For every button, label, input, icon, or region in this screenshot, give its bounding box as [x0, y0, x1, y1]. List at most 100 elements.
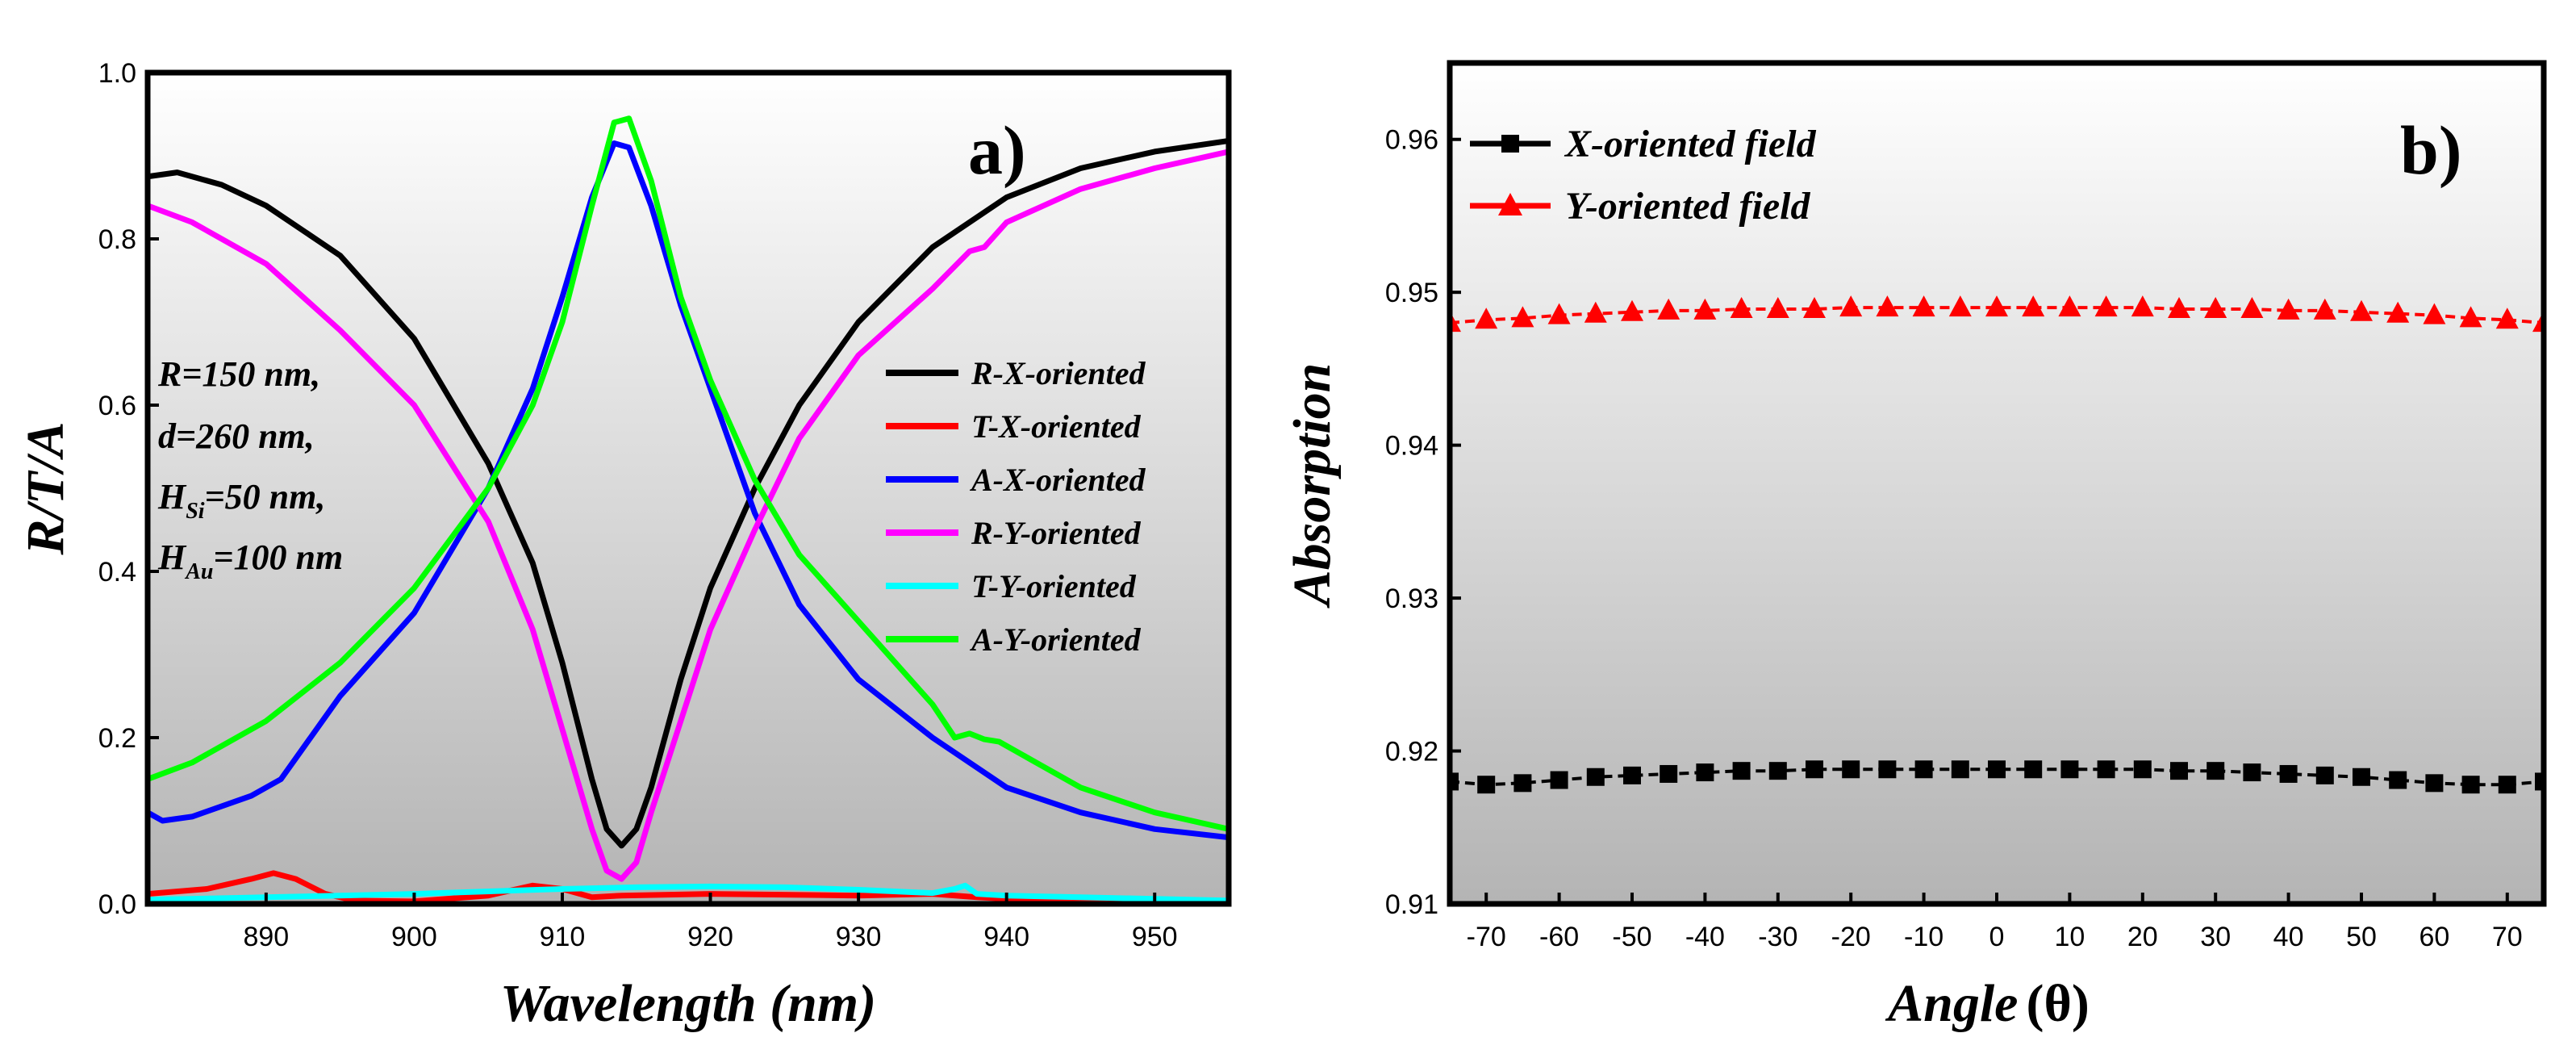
marker-y-oriented-field [2350, 299, 2373, 321]
x-tick-label: 60 [2419, 922, 2449, 952]
marker-y-oriented-field [2168, 297, 2190, 319]
legend-label-t-x-oriented: T-X-oriented [971, 408, 1142, 445]
marker-x-oriented-field [1914, 760, 1933, 779]
marker-x-oriented-field [2353, 767, 2370, 786]
marker-y-oriented-field [1876, 295, 1899, 317]
marker-x-oriented-field [1586, 767, 1605, 786]
y-tick-label: 0.2 [98, 723, 136, 754]
y-tick-label: 0.91 [1385, 889, 1438, 920]
marker-y-oriented-field [1584, 301, 1607, 323]
plot-area-a [148, 73, 1229, 904]
x-tick-label: -50 [1612, 922, 1651, 952]
marker-y-oriented-field [1839, 295, 1863, 317]
marker-x-oriented-field [1732, 762, 1751, 780]
marker-y-oriented-field [1985, 295, 2008, 317]
legend-b: X-oriented field Y-oriented field [1470, 123, 1817, 228]
marker-y-oriented-field [1803, 297, 1826, 319]
marker-x-oriented-field [2170, 762, 2188, 780]
marker-y-oriented-field [1693, 298, 1717, 320]
marker-x-oriented-field [2389, 771, 2407, 789]
marker-y-oriented-field [2495, 307, 2519, 329]
marker-x-oriented-field [1623, 766, 1641, 784]
x-tick-label: 950 [1132, 922, 1178, 952]
param-radius: R=150 nm, [157, 354, 320, 394]
legend-a: R-X-oriented T-X-oriented A-X-oriented R-Y-… [886, 355, 1146, 658]
marker-y-oriented-field [2058, 295, 2081, 317]
x-axis-label-b: Angle (θ) [1885, 974, 2090, 1033]
legend-label-a-y-oriented: A-Y-oriented [969, 621, 1142, 658]
marker-x-oriented-field [2097, 760, 2115, 779]
x-tick-label: 50 [2346, 922, 2377, 952]
x-tick-label: 910 [540, 922, 586, 952]
y-axis-label-b: Absorption [1283, 363, 1342, 609]
marker-x-oriented-field [1513, 774, 1532, 793]
marker-x-oriented-field [1450, 772, 1459, 791]
x-tick-label: 930 [836, 922, 882, 952]
legend-label-r-x-oriented: R-X-oriented [971, 355, 1146, 391]
marker-x-oriented-field [2133, 760, 2152, 779]
x-tick-label: -40 [1685, 922, 1725, 952]
marker-x-oriented-field [1806, 760, 1823, 779]
marker-y-oriented-field [2131, 295, 2154, 317]
y-tick-label: 0.95 [1385, 278, 1438, 308]
marker-y-oriented-field [1912, 295, 1935, 317]
marker-y-oriented-field [2423, 303, 2446, 324]
y-tick-label: 0.6 [98, 391, 136, 421]
series-line-r-y-oriented [148, 148, 1229, 882]
y-tick-label: 0.8 [98, 224, 136, 255]
marker-x-oriented-field [1696, 763, 1714, 782]
marker-x-oriented-field [2425, 774, 2444, 793]
y-tick-label: 0.92 [1385, 737, 1438, 767]
legend-label-r-y-oriented: R-Y-oriented [971, 515, 1142, 551]
series-line-t-y-oriented [148, 882, 1229, 904]
param-hsi: HSi=50 nm, [157, 477, 325, 524]
x-tick-label: 920 [687, 922, 733, 952]
marker-y-oriented-field [1657, 298, 1680, 320]
panel-label-a: a) [968, 111, 1026, 189]
y-tick-label: 0.96 [1385, 125, 1438, 156]
marker-x-oriented-field [1842, 760, 1860, 779]
marker-x-oriented-field [2535, 772, 2544, 791]
plot-frame-a [144, 69, 1232, 907]
marker-x-oriented-field [2060, 760, 2079, 779]
marker-x-oriented-field [1477, 776, 1496, 794]
x-tick-label: 70 [2492, 922, 2523, 952]
x-tick-label: -60 [1539, 922, 1579, 952]
marker-y-oriented-field [2240, 297, 2264, 319]
panel-b: -70 -60 -50 -40 -30 -20 -10 0 10 20 30 40 50 60 70 0.9… [1283, 60, 2547, 1033]
legend-label-x-oriented-field: X-oriented field [1564, 123, 1817, 165]
marker-y-oriented-field [1948, 295, 1972, 317]
legend-label-y-oriented-field: Y-oriented field [1565, 185, 1811, 228]
y-axis-label-a: R/T/A [16, 421, 75, 555]
marker-y-oriented-field [1547, 303, 1571, 324]
x-tick-label: -70 [1467, 922, 1506, 952]
marker-y-oriented-field [2094, 295, 2118, 317]
marker-x-oriented-field [1878, 760, 1897, 779]
marker-x-oriented-field [1550, 771, 1568, 789]
marker-x-oriented-field [2024, 760, 2043, 779]
x-tick-label: 10 [2054, 922, 2085, 952]
x-axis-label-a: Wavelength (nm) [500, 974, 876, 1033]
x-tick-label: 30 [2200, 922, 2231, 952]
marker-y-oriented-field [2313, 298, 2336, 320]
x-tick-label: 20 [2127, 922, 2158, 952]
y-tick-label: 0.0 [98, 889, 136, 920]
x-tick-label: -30 [1758, 922, 1797, 952]
marker-y-oriented-field [2386, 301, 2410, 323]
legend-marker-y-oriented-field [1498, 193, 1522, 215]
x-tick-label: 40 [2273, 922, 2304, 952]
legend-label-a-x-oriented: A-X-oriented [969, 462, 1146, 498]
marker-x-oriented-field [2461, 776, 2480, 794]
x-tick-label: -10 [1904, 922, 1943, 952]
x-tick-label: -20 [1831, 922, 1871, 952]
marker-y-oriented-field [1766, 297, 1789, 319]
marker-x-oriented-field [1768, 762, 1787, 780]
marker-y-oriented-field [2022, 295, 2045, 317]
series-line-a-y-oriented [148, 115, 1229, 832]
params-annotation: R=150 nm, d=260 nm, HSi=50 nm, HAu=100 n… [157, 354, 343, 584]
marker-y-oriented-field [2277, 298, 2300, 320]
marker-x-oriented-field [1988, 760, 2006, 779]
marker-x-oriented-field [1660, 764, 1678, 783]
marker-y-oriented-field [1511, 306, 1534, 328]
